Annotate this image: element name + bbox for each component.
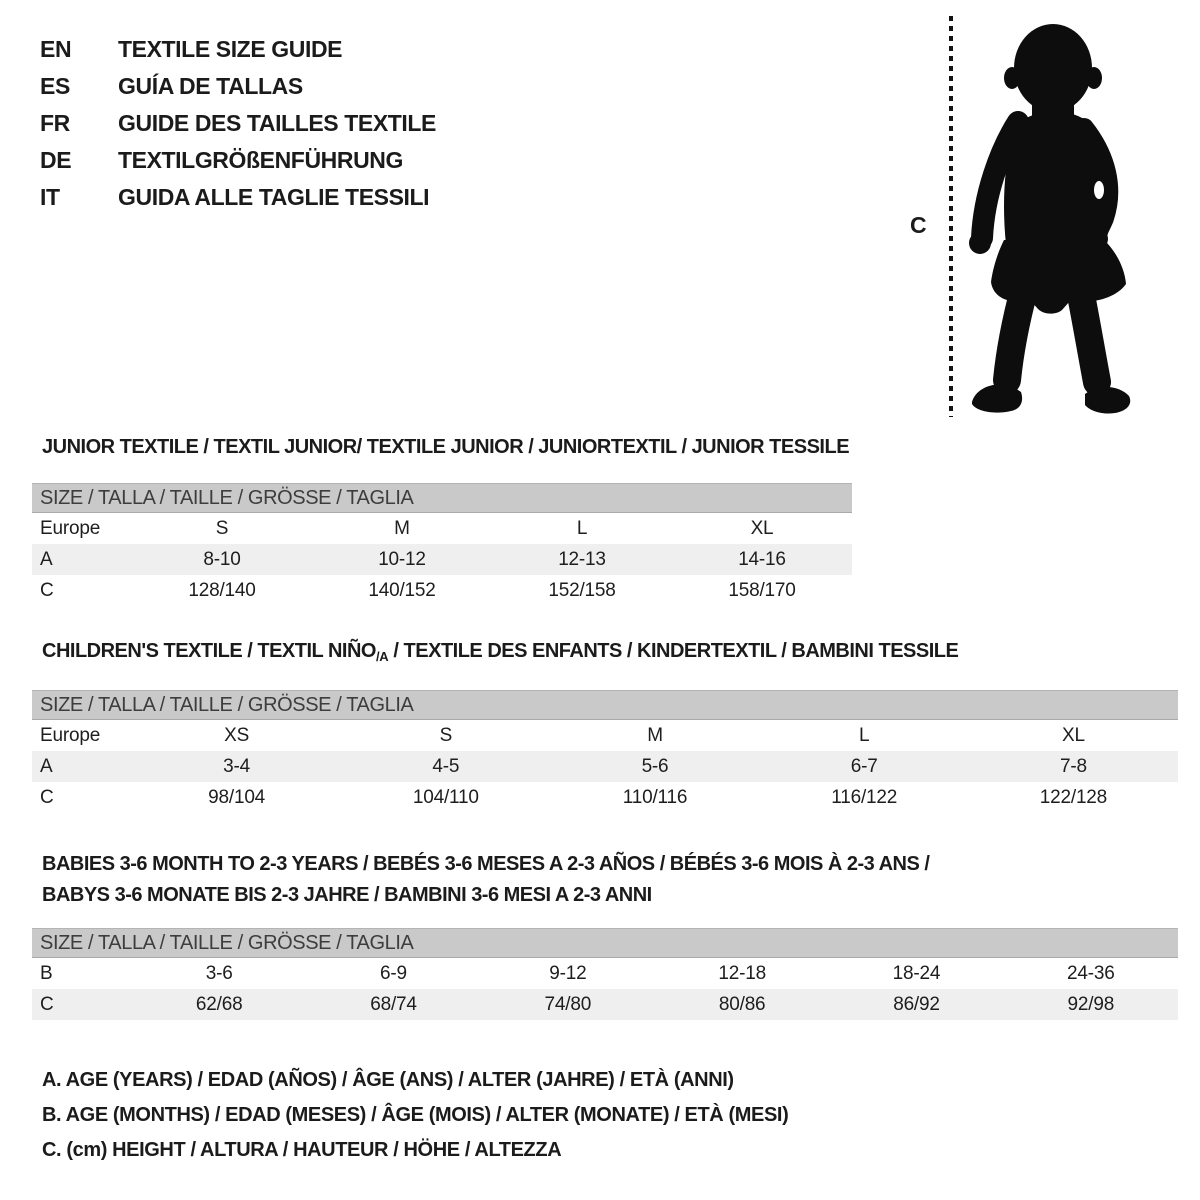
language-code: IT bbox=[40, 184, 60, 210]
table-row-months: B 3-6 6-9 9-12 12-18 18-24 24-36 bbox=[32, 958, 1178, 989]
age-cell: 14-16 bbox=[738, 549, 786, 570]
age-cell: 7-8 bbox=[1059, 756, 1087, 777]
size-cell: M bbox=[647, 725, 663, 746]
height-marker-label: C bbox=[910, 212, 927, 238]
row-label: B bbox=[40, 963, 53, 984]
guide-title-it: GUIDA ALLE TAGLIE TESSILI bbox=[118, 184, 430, 210]
size-cell: XS bbox=[224, 725, 250, 746]
size-cell: XL bbox=[1061, 725, 1085, 746]
babies-size-table: SIZE / TALLA / TAILLE / GRÖSSE / TAGLIA … bbox=[32, 928, 1178, 1020]
height-cell: 110/116 bbox=[622, 787, 688, 808]
size-cell: L bbox=[576, 518, 588, 539]
language-row-de: DE TEXTILGRÖßENFÜHRUNG bbox=[40, 142, 436, 179]
table-row-age: A 3-4 4-5 5-6 6-7 7-8 bbox=[32, 751, 1178, 782]
height-cell: 152/158 bbox=[548, 580, 616, 601]
guide-title-fr: GUIDE DES TAILLES TEXTILE bbox=[118, 110, 436, 136]
size-header-bar: SIZE / TALLA / TAILLE / GRÖSSE / TAGLIA bbox=[32, 690, 1178, 720]
height-cell: 158/170 bbox=[728, 580, 796, 601]
months-cell: 18-24 bbox=[892, 963, 941, 984]
height-cell: 92/98 bbox=[1067, 994, 1115, 1015]
height-dashed-line bbox=[949, 16, 953, 417]
age-cell: 12-13 bbox=[558, 549, 606, 570]
age-cell: 8-10 bbox=[203, 549, 241, 570]
height-cell: 68/74 bbox=[370, 994, 417, 1015]
guide-title-de: TEXTILGRÖßENFÜHRUNG bbox=[118, 147, 403, 173]
months-cell: 6-9 bbox=[380, 963, 407, 984]
row-label: Europe bbox=[40, 518, 101, 539]
table-row-age: A 8-10 10-12 12-13 14-16 bbox=[32, 544, 852, 575]
toddler-silhouette-icon bbox=[969, 24, 1131, 414]
size-cell: M bbox=[394, 518, 410, 539]
height-cell: 116/122 bbox=[831, 787, 898, 808]
children-title-suffix: / TEXTILE DES ENFANTS / KINDERTEXTIL / B… bbox=[388, 640, 959, 662]
height-cell: 62/68 bbox=[195, 994, 243, 1015]
size-cell: S bbox=[439, 725, 453, 746]
babies-title-line1: BABIES 3-6 MONTH TO 2-3 YEARS / BEBÉS 3-… bbox=[42, 853, 930, 875]
months-cell: 12-18 bbox=[718, 963, 766, 984]
height-cell: 86/92 bbox=[893, 994, 940, 1015]
age-cell: 4-5 bbox=[432, 756, 460, 777]
table-row-europe: Europe XS S M L XL bbox=[32, 720, 1178, 751]
row-label: Europe bbox=[40, 725, 101, 746]
height-cell: 74/80 bbox=[544, 994, 592, 1015]
size-header-bar: SIZE / TALLA / TAILLE / GRÖSSE / TAGLIA bbox=[32, 928, 1178, 958]
row-label: A bbox=[40, 549, 53, 570]
months-cell: 9-12 bbox=[549, 963, 587, 984]
legend-height-cm: C. (cm) HEIGHT / ALTURA / HAUTEUR / HÖHE… bbox=[42, 1139, 562, 1161]
table-row-height: C 128/140 140/152 152/158 158/170 bbox=[32, 575, 852, 606]
age-cell: 6-7 bbox=[850, 756, 878, 777]
guide-title-es: GUÍA DE TALLAS bbox=[118, 73, 303, 99]
junior-section-title: JUNIOR TEXTILE / TEXTIL JUNIOR/ TEXTILE … bbox=[42, 436, 850, 458]
size-cell: XL bbox=[750, 518, 774, 539]
language-row-es: ES GUÍA DE TALLAS bbox=[40, 68, 436, 105]
row-label: A bbox=[40, 756, 53, 777]
months-cell: 3-6 bbox=[205, 963, 233, 984]
language-code: EN bbox=[40, 36, 72, 62]
language-code: DE bbox=[40, 147, 72, 173]
babies-section-title: BABIES 3-6 MONTH TO 2-3 YEARS / BEBÉS 3-… bbox=[42, 849, 930, 911]
children-section-title: CHILDREN'S TEXTILE / TEXTIL NIÑO/A / TEX… bbox=[42, 640, 959, 664]
height-cell: 104/110 bbox=[412, 787, 479, 808]
table-row-height: C 62/68 68/74 74/80 80/86 86/92 92/98 bbox=[32, 989, 1178, 1020]
height-cell: 80/86 bbox=[718, 994, 766, 1015]
row-label: C bbox=[40, 994, 54, 1015]
size-cell: S bbox=[215, 518, 229, 539]
junior-size-table: SIZE / TALLA / TAILLE / GRÖSSE / TAGLIA … bbox=[32, 483, 852, 606]
size-header-bar: SIZE / TALLA / TAILLE / GRÖSSE / TAGLIA bbox=[32, 483, 852, 513]
language-list: EN TEXTILE SIZE GUIDE ES GUÍA DE TALLAS FR… bbox=[40, 31, 436, 216]
months-cell: 24-36 bbox=[1067, 963, 1115, 984]
age-cell: 3-4 bbox=[223, 756, 251, 777]
height-cell: 128/140 bbox=[188, 580, 256, 601]
table-row-europe: Europe S M L XL bbox=[32, 513, 852, 544]
age-cell: 10-12 bbox=[378, 549, 426, 570]
row-label: C bbox=[40, 580, 54, 601]
guide-title-en: TEXTILE SIZE GUIDE bbox=[118, 36, 343, 62]
language-row-fr: FR GUIDE DES TAILLES TEXTILE bbox=[40, 105, 436, 142]
height-cell: 122/128 bbox=[1039, 787, 1108, 808]
height-cell: 98/104 bbox=[208, 787, 266, 808]
language-row-en: EN TEXTILE SIZE GUIDE bbox=[40, 31, 436, 68]
children-title-sub: /A bbox=[375, 649, 389, 664]
age-cell: 5-6 bbox=[641, 756, 669, 777]
children-title-prefix: CHILDREN'S TEXTILE / TEXTIL NIÑO bbox=[42, 640, 376, 662]
legend-age-years: A. AGE (YEARS) / EDAD (AÑOS) / ÂGE (ANS)… bbox=[42, 1069, 734, 1091]
height-cell: 140/152 bbox=[368, 580, 436, 601]
legend-age-months: B. AGE (MONTHS) / EDAD (MESES) / ÂGE (MO… bbox=[42, 1104, 789, 1126]
size-cell: L bbox=[859, 725, 870, 746]
legend: A. AGE (YEARS) / EDAD (AÑOS) / ÂGE (ANS)… bbox=[42, 1063, 789, 1168]
language-code: ES bbox=[40, 73, 70, 99]
table-row-height: C 98/104 104/110 110/116 116/122 122/128 bbox=[32, 782, 1178, 813]
language-row-it: IT GUIDA ALLE TAGLIE TESSILI bbox=[40, 179, 436, 216]
babies-title-line2: BABYS 3-6 MONATE BIS 2-3 JAHRE / BAMBINI… bbox=[42, 884, 652, 906]
language-code: FR bbox=[40, 110, 70, 136]
children-size-table: SIZE / TALLA / TAILLE / GRÖSSE / TAGLIA … bbox=[32, 690, 1178, 813]
row-label: C bbox=[40, 787, 54, 808]
